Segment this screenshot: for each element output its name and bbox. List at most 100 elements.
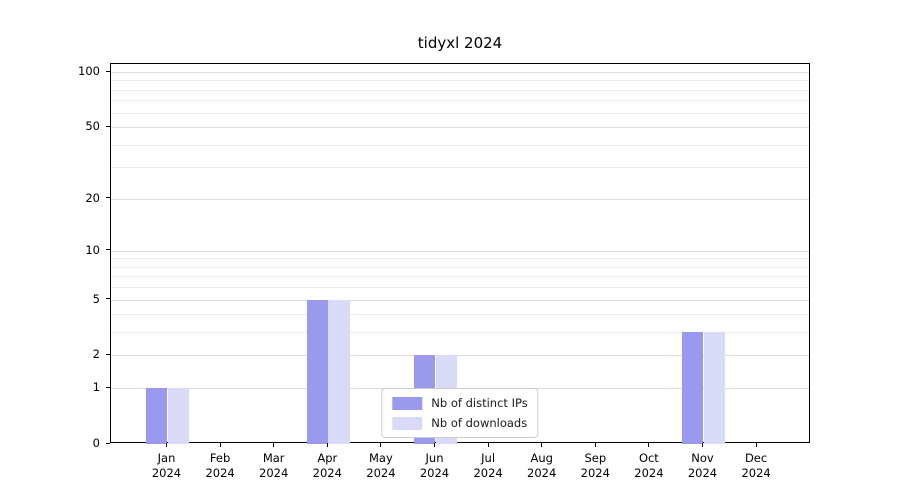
x-tick-mark (273, 443, 275, 447)
minor-gridline (111, 266, 809, 268)
bar (146, 388, 168, 444)
x-tick-mark (594, 443, 596, 447)
major-gridline (111, 127, 809, 129)
x-tick-label: Feb 2024 (190, 451, 250, 481)
bar (328, 299, 350, 444)
x-tick-label: Jun 2024 (405, 451, 465, 481)
y-tick-label: 1 (92, 380, 100, 395)
x-tick-month: Dec (744, 451, 768, 465)
major-gridline (111, 72, 809, 74)
x-tick-year: 2024 (580, 466, 610, 480)
x-tick-year: 2024 (634, 466, 664, 480)
x-tick-year: 2024 (312, 466, 342, 480)
x-tick-mark (755, 443, 757, 447)
y-tick-mark (106, 125, 110, 127)
bar (682, 332, 704, 444)
x-tick-year: 2024 (366, 466, 396, 480)
minor-gridline (111, 89, 809, 91)
x-tick-mark (166, 443, 167, 447)
x-tick-label: Jan 2024 (137, 451, 197, 481)
minor-gridline (111, 314, 809, 316)
x-tick-label: Dec 2024 (726, 451, 786, 481)
minor-gridline (111, 258, 809, 260)
major-gridline (111, 198, 809, 200)
y-tick-mark (106, 298, 110, 300)
x-tick-month: Oct (638, 451, 659, 465)
x-tick-label: May 2024 (351, 451, 411, 481)
minor-gridline (111, 287, 809, 289)
major-gridline (111, 355, 809, 357)
x-tick-year: 2024 (741, 466, 771, 480)
x-tick-label: Sep 2024 (565, 451, 625, 481)
y-tick-label: 2 (92, 347, 100, 362)
legend-swatch (392, 396, 423, 410)
x-tick-year: 2024 (473, 466, 503, 480)
minor-gridline (111, 332, 809, 334)
x-tick-month: Jul (481, 451, 496, 465)
x-tick-month: May (369, 451, 393, 465)
legend-row: Nb of distinct IPs (392, 396, 528, 410)
minor-gridline (111, 276, 809, 278)
y-tick-mark (106, 249, 110, 251)
x-tick-month: Aug (530, 451, 553, 465)
x-tick-mark (487, 443, 489, 447)
x-tick-year: 2024 (205, 466, 235, 480)
chart-title: tidyxl 2024 (417, 34, 503, 52)
minor-gridline (111, 167, 809, 169)
legend-label: Nb of downloads (431, 416, 528, 430)
y-tick-label: 0 (92, 436, 100, 450)
y-tick-label: 20 (85, 190, 100, 205)
x-tick-month: Feb (209, 451, 231, 465)
major-gridline (111, 299, 809, 301)
x-tick-month: Mar (262, 451, 285, 465)
bar (167, 388, 189, 444)
x-tick-label: Jul 2024 (458, 451, 518, 481)
x-tick-month: Sep (584, 451, 607, 465)
plot-area: Nb of distinct IPs Nb of downloads (110, 63, 810, 444)
x-tick-year: 2024 (527, 466, 557, 480)
y-tick-label: 100 (78, 64, 100, 79)
x-tick-mark (702, 443, 703, 447)
y-tick-mark (106, 70, 110, 72)
x-tick-year: 2024 (687, 466, 718, 480)
x-tick-mark (541, 443, 543, 447)
x-tick-month: Jan (157, 451, 176, 465)
legend-swatch (392, 416, 423, 430)
y-tick-label: 10 (85, 242, 100, 257)
bar (306, 299, 329, 444)
y-axis: 0 1 2 5 10 20 50 100 (0, 63, 110, 450)
x-tick-year: 2024 (419, 466, 450, 480)
minor-gridline (111, 112, 809, 114)
x-tick-mark (434, 443, 435, 447)
x-tick-mark (380, 443, 382, 447)
y-tick-mark (106, 197, 110, 199)
x-axis: Jan 2024 Feb 2024 Mar 2024 Apr 2024 May 2024 Jun 20… (110, 443, 810, 498)
minor-gridline (111, 144, 809, 146)
minor-gridline (111, 100, 809, 102)
x-tick-label: Oct 2024 (619, 451, 679, 481)
x-tick-label: Mar 2024 (244, 451, 304, 481)
y-tick-mark (106, 386, 110, 388)
x-tick-year: 2024 (259, 466, 289, 480)
legend-label: Nb of distinct IPs (431, 396, 528, 410)
y-tick-label: 5 (92, 291, 100, 306)
x-tick-mark (326, 443, 328, 447)
x-tick-label: Apr 2024 (297, 451, 357, 481)
x-tick-year: 2024 (151, 466, 182, 480)
x-tick-month: Nov (691, 451, 714, 465)
y-tick-mark (106, 442, 110, 444)
legend: Nb of distinct IPs Nb of downloads (381, 388, 539, 438)
x-tick-month: Apr (317, 451, 338, 465)
y-tick-label: 50 (85, 119, 100, 134)
legend-row: Nb of downloads (392, 416, 527, 430)
minor-gridline (111, 80, 809, 82)
x-tick-label: Nov 2024 (673, 451, 733, 481)
y-tick-mark (106, 353, 110, 355)
x-tick-mark (648, 443, 650, 447)
x-tick-mark (219, 443, 221, 447)
bar (703, 332, 725, 444)
x-tick-month: Jun (425, 451, 444, 465)
x-tick-label: Aug 2024 (512, 451, 572, 481)
major-gridline (111, 250, 809, 252)
